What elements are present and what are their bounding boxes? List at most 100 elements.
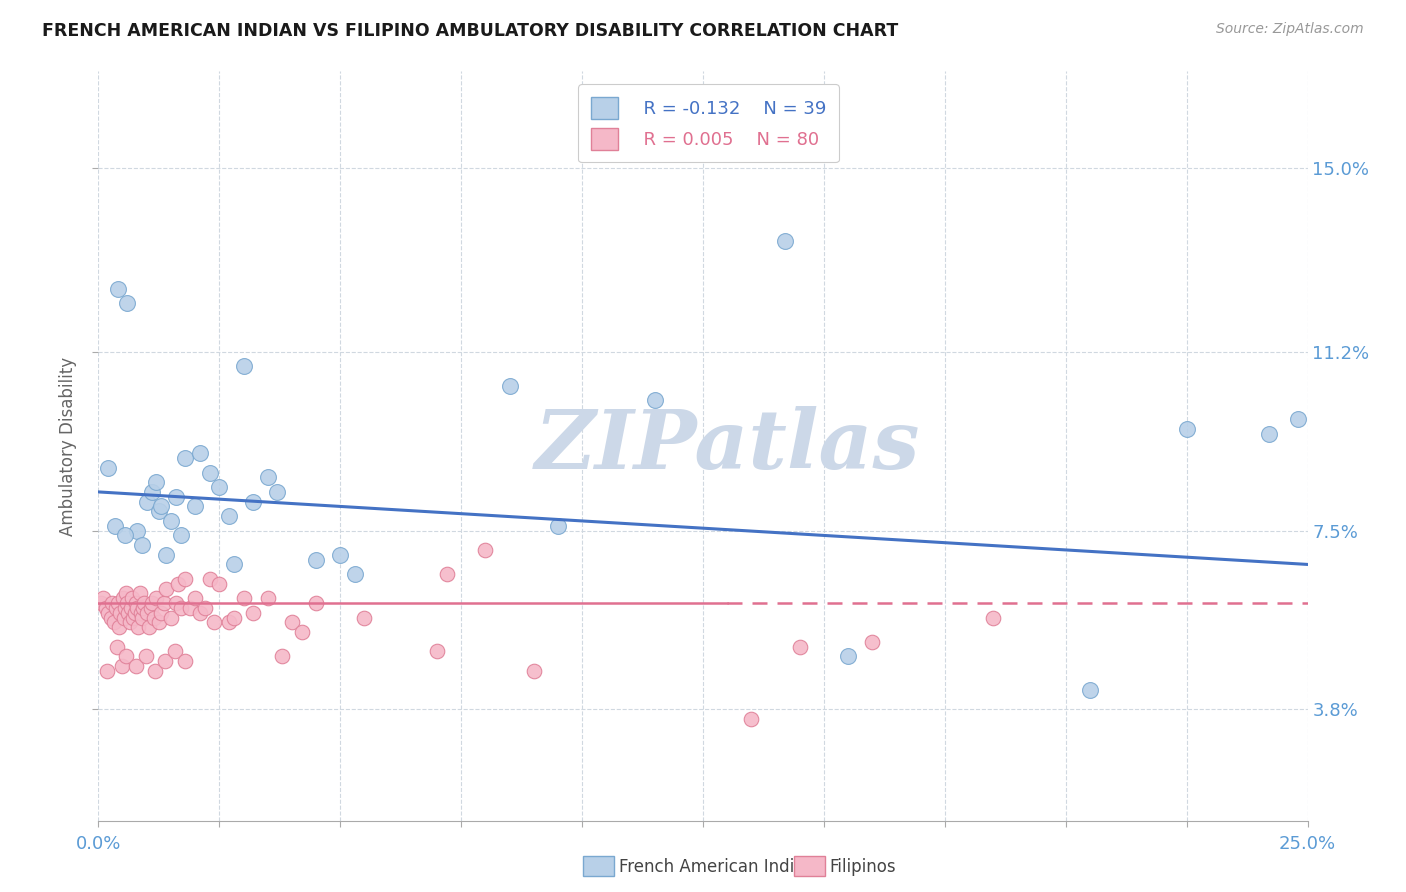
Point — [153, 654, 176, 668]
Point — [127, 524, 149, 538]
Text: FRENCH AMERICAN INDIAN VS FILIPINO AMBULATORY DISABILITY CORRELATION CHART: FRENCH AMERICAN INDIAN VS FILIPINO AMBUL… — [42, 22, 898, 40]
Point — [198, 572, 221, 586]
Point — [256, 591, 278, 606]
Point — [773, 234, 796, 248]
Point — [644, 393, 666, 408]
Point — [188, 446, 211, 460]
Y-axis label: Ambulatory Disability: Ambulatory Disability — [59, 357, 77, 535]
Point — [174, 451, 197, 466]
Point — [305, 552, 328, 566]
Point — [125, 596, 148, 610]
Point — [271, 649, 294, 664]
Point — [145, 664, 167, 678]
Point — [114, 528, 136, 542]
Point — [101, 596, 124, 610]
Point — [266, 484, 288, 499]
Point — [169, 601, 191, 615]
Point — [208, 576, 231, 591]
Point — [1175, 422, 1198, 436]
Point — [104, 518, 127, 533]
Point — [1078, 683, 1101, 698]
Point — [547, 518, 569, 533]
Point — [208, 480, 231, 494]
Point — [129, 606, 152, 620]
Point — [981, 610, 1004, 624]
Point — [122, 610, 145, 624]
Point — [184, 500, 207, 514]
Point — [143, 610, 166, 624]
Point — [107, 282, 129, 296]
Point — [174, 572, 197, 586]
Point — [97, 460, 120, 475]
Point — [179, 601, 201, 615]
Point — [204, 615, 226, 630]
Point — [94, 601, 117, 615]
Point — [474, 543, 496, 558]
Point — [160, 610, 183, 624]
Point — [145, 591, 167, 606]
Point — [152, 596, 174, 610]
Text: French American Indians: French American Indians — [619, 858, 824, 876]
Point — [155, 548, 177, 562]
Point — [148, 504, 170, 518]
Point — [281, 615, 304, 630]
Text: Filipinos: Filipinos — [830, 858, 896, 876]
Point — [290, 625, 312, 640]
Point — [184, 591, 207, 606]
Point — [218, 509, 240, 524]
Point — [124, 606, 146, 620]
Point — [353, 610, 375, 624]
Point — [426, 644, 449, 658]
Point — [117, 596, 139, 610]
Point — [120, 601, 142, 615]
Point — [141, 596, 163, 610]
Text: Source: ZipAtlas.com: Source: ZipAtlas.com — [1216, 22, 1364, 37]
Point — [150, 606, 173, 620]
Point — [167, 576, 190, 591]
Point — [1286, 412, 1309, 426]
Point — [127, 601, 149, 615]
Point — [740, 712, 762, 726]
Point — [232, 591, 254, 606]
Point — [115, 586, 138, 600]
Point — [789, 640, 811, 654]
Point — [148, 615, 170, 630]
Point — [194, 601, 217, 615]
Point — [169, 528, 191, 542]
Point — [160, 514, 183, 528]
Point — [135, 494, 157, 508]
Point — [128, 586, 150, 600]
Point — [173, 654, 195, 668]
Point — [91, 591, 114, 606]
Point — [121, 591, 143, 606]
Legend:   R = -0.132    N = 39,   R = 0.005    N = 80: R = -0.132 N = 39, R = 0.005 N = 80 — [578, 84, 839, 162]
Point — [117, 296, 139, 310]
Point — [242, 606, 264, 620]
Point — [163, 644, 186, 658]
Point — [112, 610, 135, 624]
Point — [329, 548, 352, 562]
Point — [97, 606, 120, 620]
Point — [135, 606, 157, 620]
Point — [107, 620, 129, 634]
Point — [256, 470, 278, 484]
Point — [135, 649, 157, 664]
Point — [145, 475, 167, 490]
Point — [104, 601, 127, 615]
Point — [108, 606, 131, 620]
Text: ZIPatlas: ZIPatlas — [534, 406, 920, 486]
Point — [305, 596, 328, 610]
Point — [96, 664, 118, 678]
Point — [115, 649, 138, 664]
Point — [117, 606, 139, 620]
Point — [103, 615, 125, 630]
Point — [198, 466, 221, 480]
Point — [132, 601, 155, 615]
Point — [107, 596, 129, 610]
Point — [90, 596, 112, 610]
Point — [155, 582, 177, 596]
Point — [436, 567, 458, 582]
Point — [150, 500, 173, 514]
Point — [523, 664, 546, 678]
Point — [242, 494, 264, 508]
